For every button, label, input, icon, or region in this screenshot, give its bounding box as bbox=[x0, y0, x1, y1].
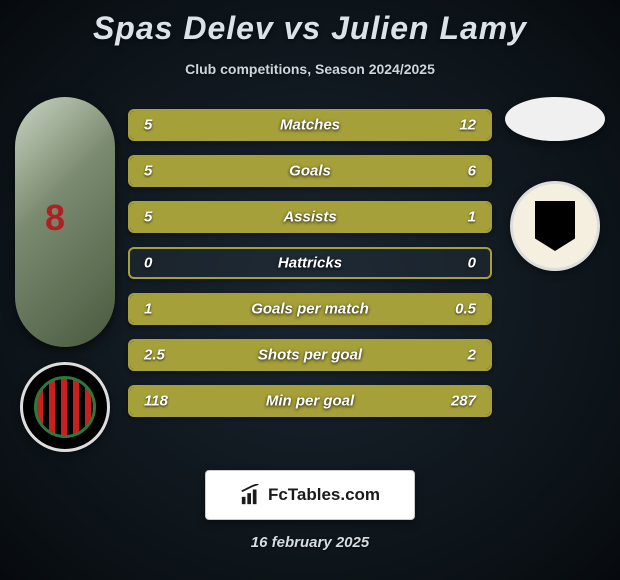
stat-label: Goals bbox=[130, 163, 490, 180]
stat-label: Shots per goal bbox=[130, 347, 490, 364]
stat-label: Min per goal bbox=[130, 393, 490, 410]
subtitle: Club competitions, Season 2024/2025 bbox=[0, 61, 620, 77]
stat-row: 00Hattricks bbox=[128, 247, 492, 279]
main-content: 8 512Matches 56Goals 51Assists 00Hattricks 1… bbox=[0, 77, 620, 452]
brand-card[interactable]: FcTables.com bbox=[205, 470, 415, 520]
stat-label: Matches bbox=[130, 117, 490, 134]
stat-label: Hattricks bbox=[130, 255, 490, 272]
stat-label: Goals per match bbox=[130, 301, 490, 318]
stats-panel: 512Matches 56Goals 51Assists 00Hattricks 10.… bbox=[120, 97, 500, 431]
left-column: 8 bbox=[10, 97, 120, 452]
club-badge-right bbox=[510, 181, 600, 271]
stat-label: Assists bbox=[130, 209, 490, 226]
stat-row: 118287Min per goal bbox=[128, 385, 492, 417]
club-badge-left bbox=[20, 362, 110, 452]
footer-date: 16 february 2025 bbox=[0, 534, 620, 551]
stat-row: 56Goals bbox=[128, 155, 492, 187]
player-left-photo: 8 bbox=[15, 97, 115, 347]
chart-icon bbox=[240, 484, 262, 506]
stat-row: 10.5Goals per match bbox=[128, 293, 492, 325]
stat-row: 51Assists bbox=[128, 201, 492, 233]
stat-row: 2.52Shots per goal bbox=[128, 339, 492, 371]
jersey-number-left: 8 bbox=[45, 197, 65, 239]
right-column bbox=[500, 97, 610, 271]
player-right-photo bbox=[505, 97, 605, 141]
brand-label: FcTables.com bbox=[268, 485, 380, 505]
stat-row: 512Matches bbox=[128, 109, 492, 141]
page-title: Spas Delev vs Julien Lamy bbox=[0, 0, 620, 47]
